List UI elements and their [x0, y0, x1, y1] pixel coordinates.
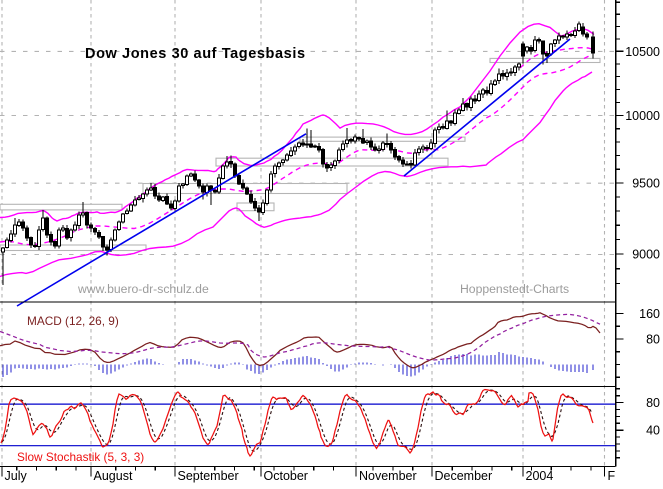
svg-text:October: October	[264, 469, 308, 483]
svg-text:September: September	[178, 469, 239, 483]
svg-text:Slow Stochastik (5, 3, 3): Slow Stochastik (5, 3, 3)	[17, 450, 144, 464]
svg-text:40: 40	[646, 424, 660, 438]
svg-text:2004: 2004	[526, 469, 554, 483]
svg-text:80: 80	[646, 333, 660, 347]
svg-text:August: August	[94, 469, 133, 483]
svg-text:F: F	[608, 469, 616, 483]
svg-text:9000: 9000	[632, 248, 660, 262]
svg-text:MACD (12, 26, 9): MACD (12, 26, 9)	[27, 314, 119, 328]
svg-text:November: November	[359, 469, 417, 483]
svg-text:160: 160	[639, 307, 660, 321]
svg-text:December: December	[435, 469, 493, 483]
svg-text:www.buero-dr-schulz.de: www.buero-dr-schulz.de	[77, 282, 209, 296]
svg-text:10500: 10500	[625, 45, 660, 59]
svg-text:Hoppenstedt-Charts: Hoppenstedt-Charts	[460, 282, 569, 296]
svg-text:80: 80	[646, 396, 660, 410]
svg-text:Dow Jones 30 auf Tagesbasis: Dow Jones 30 auf Tagesbasis	[85, 46, 306, 62]
svg-text:July: July	[5, 469, 28, 483]
svg-text:10000: 10000	[625, 109, 660, 123]
svg-text:9500: 9500	[632, 176, 660, 190]
